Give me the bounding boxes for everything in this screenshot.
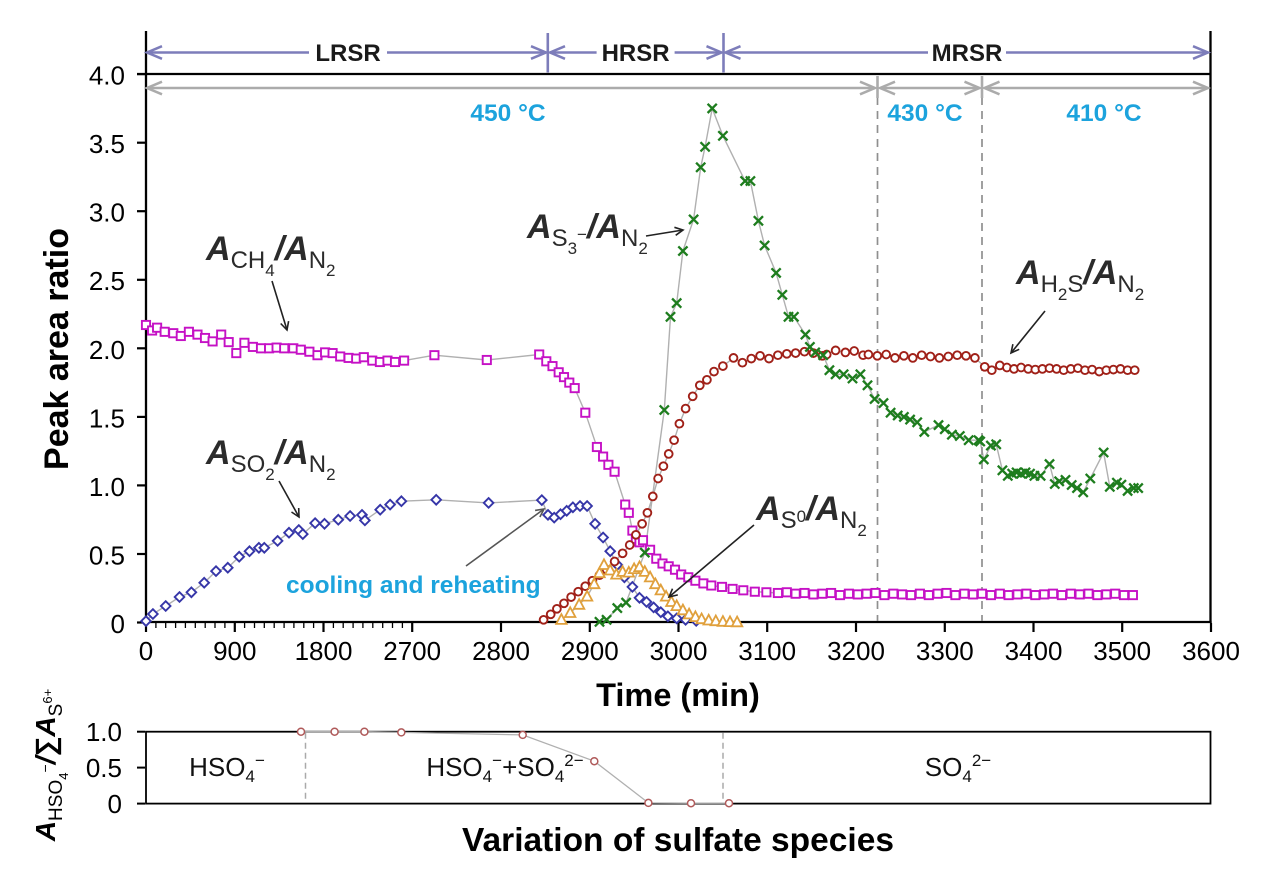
svg-text:3500: 3500 [1093,636,1151,666]
svg-text:430 °C: 430 °C [887,100,962,127]
svg-text:LRSR: LRSR [315,40,380,67]
svg-text:410 °C: 410 °C [1066,100,1141,127]
svg-text:cooling and reheating: cooling and reheating [286,572,541,599]
svg-text:0: 0 [139,636,153,666]
svg-text:1.0: 1.0 [86,717,122,747]
svg-text:AS3−/AN2: AS3−/AN2 [526,208,648,258]
svg-text:2900: 2900 [561,636,619,666]
svg-text:900: 900 [213,636,256,666]
svg-text:0.5: 0.5 [86,753,122,783]
svg-text:HSO4−: HSO4− [189,751,265,786]
svg-text:0.5: 0.5 [89,541,125,571]
svg-text:2800: 2800 [472,636,530,666]
svg-text:1.0: 1.0 [89,472,125,502]
svg-text:3.0: 3.0 [89,198,125,228]
svg-text:3600: 3600 [1182,636,1240,666]
svg-text:1.5: 1.5 [89,403,125,433]
svg-text:3400: 3400 [1005,636,1063,666]
svg-text:HSO4−+SO42−: HSO4−+SO42− [426,751,583,786]
svg-text:SO42−: SO42− [925,751,992,786]
svg-text:1800: 1800 [295,636,353,666]
svg-text:3.5: 3.5 [89,129,125,159]
svg-text:3100: 3100 [738,636,796,666]
svg-text:Time (min): Time (min) [596,677,760,713]
svg-text:AS0/AN2: AS0/AN2 [755,490,867,540]
svg-text:ACH4/AN2: ACH4/AN2 [205,230,336,280]
svg-text:ASO2/AN2: ASO2/AN2 [205,434,336,484]
svg-text:2700: 2700 [383,636,441,666]
svg-text:0: 0 [108,789,122,819]
svg-text:MRSR: MRSR [932,40,1003,67]
svg-text:Variation of sulfate species: Variation of sulfate species [462,822,894,859]
svg-text:4.0: 4.0 [89,61,125,91]
svg-text:AH2S/AN2: AH2S/AN2 [1015,254,1144,304]
svg-text:2.0: 2.0 [89,335,125,365]
svg-text:3300: 3300 [916,636,974,666]
svg-text:3200: 3200 [827,636,885,666]
svg-text:HRSR: HRSR [602,40,670,67]
svg-text:Peak area ratio: Peak area ratio [38,228,76,470]
svg-text:2.5: 2.5 [89,266,125,296]
svg-text:3000: 3000 [650,636,708,666]
svg-text:0: 0 [111,609,125,639]
svg-text:450 °C: 450 °C [470,100,545,127]
